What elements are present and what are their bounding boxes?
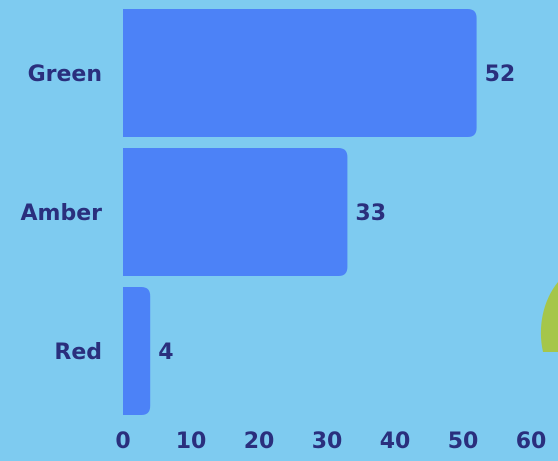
- x-axis: 0 10 20 30 40 50 60: [115, 429, 546, 454]
- value-label-red: 4: [158, 340, 173, 365]
- x-tick-label-10: 10: [176, 429, 207, 454]
- x-tick-label-50: 50: [448, 429, 479, 454]
- bar-red: [123, 287, 151, 415]
- bar-green: [123, 9, 477, 137]
- category-labels: Green Amber Red: [21, 62, 103, 365]
- x-tick-label-40: 40: [380, 429, 411, 454]
- bars-layer: [123, 9, 477, 415]
- bar-amber: [123, 148, 348, 276]
- value-label-amber: 33: [355, 201, 386, 226]
- x-tick-label-30: 30: [312, 429, 343, 454]
- x-tick-label-20: 20: [244, 429, 275, 454]
- category-label-green: Green: [28, 62, 102, 87]
- value-labels: 52 33 4: [158, 62, 515, 365]
- category-label-amber: Amber: [21, 201, 103, 226]
- x-tick-label-0: 0: [115, 429, 130, 454]
- category-label-red: Red: [54, 340, 102, 365]
- decorative-half-circle: [540, 282, 558, 352]
- value-label-green: 52: [485, 62, 516, 87]
- x-tick-label-60: 60: [516, 429, 547, 454]
